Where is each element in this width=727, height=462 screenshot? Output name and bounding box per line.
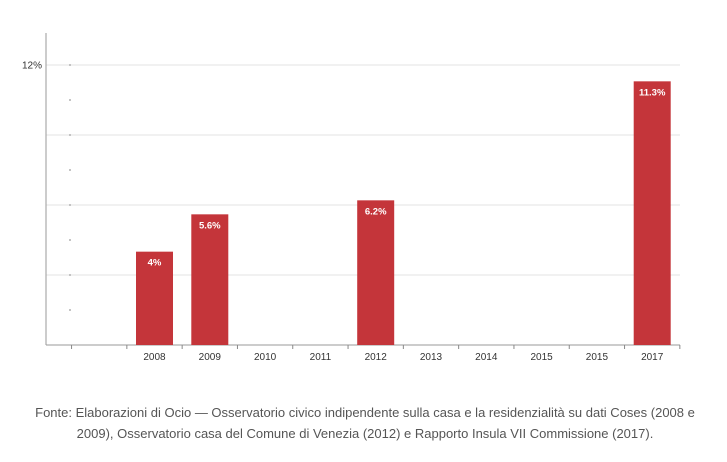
bar-2009 (191, 214, 229, 345)
data-label-2009: 5.6% (199, 220, 221, 231)
x-tick-label: 2011 (310, 352, 332, 363)
source-caption: Fonte: Elaborazioni di Ocio — Osservator… (35, 405, 695, 441)
x-tick-label: 2015 (586, 352, 609, 363)
bar-2008 (136, 251, 173, 345)
x-tick-label: 2008 (143, 352, 166, 363)
x-tick-label: 2015 (530, 352, 553, 363)
bar-2012 (357, 200, 395, 345)
x-tick-label: 2017 (641, 352, 664, 363)
x-tick-label: 2012 (365, 352, 388, 363)
data-label-2017: 11.3% (639, 87, 666, 98)
bar-2017 (633, 81, 671, 345)
y-tick-label: 12% (22, 61, 42, 72)
bar-chart: 12% 4% 2008 5.6% 2009 2010 2011 6.2% 2012 2013 201… (22, 33, 681, 363)
x-tick-label: 2009 (199, 352, 222, 363)
x-tick-label: 2014 (475, 352, 498, 363)
x-tick-label: 2010 (254, 352, 277, 363)
data-label-2008: 4% (148, 258, 162, 269)
x-tick-label: 2013 (420, 352, 443, 363)
data-label-2012: 6.2% (365, 206, 387, 217)
